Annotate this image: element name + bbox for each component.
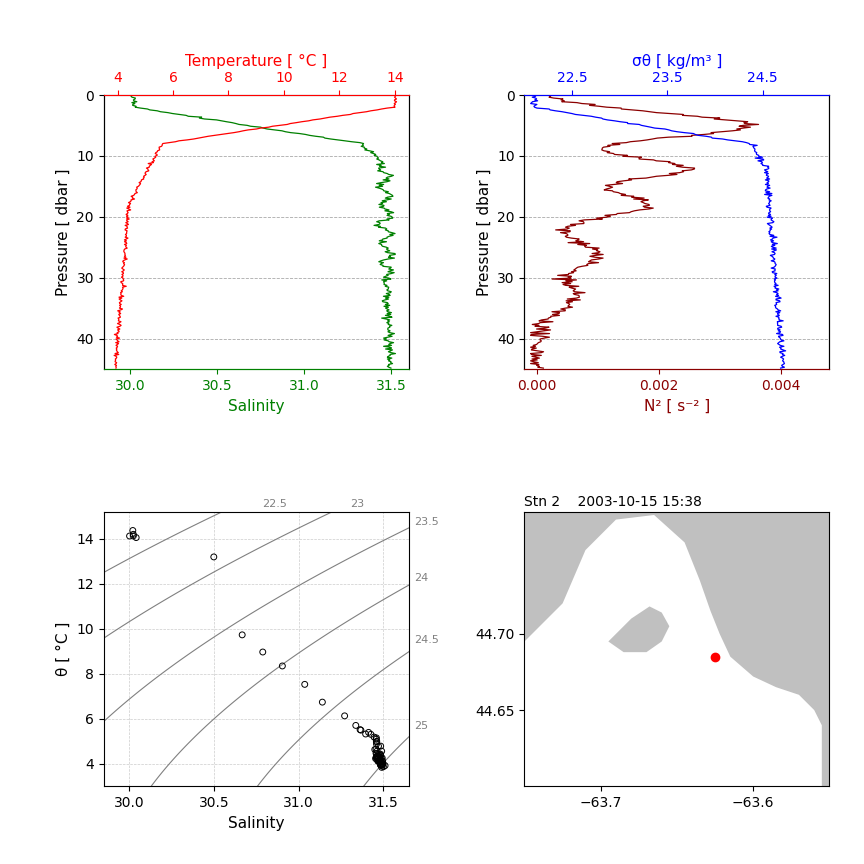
Point bbox=[354, 723, 368, 737]
Point bbox=[372, 751, 385, 765]
Point bbox=[362, 726, 376, 740]
X-axis label: σθ [ kg/m³ ]: σθ [ kg/m³ ] bbox=[632, 54, 722, 69]
Point bbox=[373, 753, 387, 766]
X-axis label: Temperature [ °C ]: Temperature [ °C ] bbox=[185, 54, 327, 69]
Point bbox=[256, 645, 270, 659]
Point bbox=[315, 696, 329, 709]
Point bbox=[276, 659, 289, 673]
Point bbox=[369, 742, 383, 756]
Point bbox=[372, 754, 385, 768]
Point bbox=[373, 754, 387, 768]
Polygon shape bbox=[608, 607, 670, 652]
Point bbox=[374, 758, 388, 772]
Point bbox=[123, 529, 137, 543]
Point bbox=[371, 750, 384, 764]
Point bbox=[374, 759, 388, 772]
Point bbox=[371, 751, 384, 765]
Point bbox=[368, 742, 382, 756]
Point bbox=[298, 677, 312, 691]
Point bbox=[372, 748, 385, 762]
Point bbox=[126, 524, 140, 537]
Point bbox=[377, 759, 391, 773]
Point bbox=[375, 744, 389, 758]
Point bbox=[372, 755, 386, 769]
Point bbox=[353, 723, 367, 737]
Y-axis label: θ [ °C ]: θ [ °C ] bbox=[56, 622, 71, 677]
Text: 25: 25 bbox=[414, 721, 428, 731]
Point bbox=[349, 719, 363, 733]
Point bbox=[370, 744, 384, 758]
Point bbox=[369, 746, 383, 760]
Point bbox=[373, 759, 387, 772]
Point bbox=[369, 751, 383, 765]
Point bbox=[338, 709, 352, 723]
Point bbox=[373, 754, 387, 768]
Point bbox=[372, 750, 386, 764]
Text: 24.5: 24.5 bbox=[414, 635, 439, 645]
Point bbox=[374, 749, 388, 763]
Point bbox=[376, 758, 390, 772]
Point bbox=[369, 752, 383, 766]
Point bbox=[370, 735, 384, 749]
Point bbox=[375, 759, 389, 772]
Point bbox=[372, 753, 386, 767]
Polygon shape bbox=[524, 515, 822, 786]
Point bbox=[372, 740, 385, 753]
Point bbox=[376, 757, 390, 771]
Point bbox=[371, 754, 384, 768]
Point bbox=[374, 752, 388, 766]
X-axis label: N² [ s⁻² ]: N² [ s⁻² ] bbox=[644, 398, 710, 414]
Point bbox=[372, 753, 386, 766]
Point bbox=[374, 740, 388, 753]
Y-axis label: Pressure [ dbar ]: Pressure [ dbar ] bbox=[477, 168, 492, 296]
Point bbox=[364, 727, 378, 741]
Point bbox=[376, 754, 390, 768]
Point bbox=[126, 527, 140, 541]
Text: 23.5: 23.5 bbox=[414, 517, 438, 527]
Point bbox=[374, 758, 388, 772]
Point bbox=[371, 751, 384, 765]
Point bbox=[206, 550, 220, 564]
Point bbox=[370, 750, 384, 764]
Point bbox=[372, 753, 386, 767]
Point bbox=[369, 733, 383, 746]
Point bbox=[370, 731, 384, 745]
Point bbox=[374, 754, 388, 768]
Point bbox=[370, 734, 384, 748]
Point bbox=[372, 754, 385, 768]
Point bbox=[126, 529, 140, 543]
Point bbox=[373, 747, 387, 761]
Point bbox=[374, 753, 388, 767]
Text: 23: 23 bbox=[350, 499, 365, 509]
Text: 24: 24 bbox=[414, 574, 428, 583]
Point bbox=[359, 727, 372, 741]
Point bbox=[373, 748, 387, 762]
Point bbox=[375, 756, 389, 770]
Point bbox=[375, 751, 389, 765]
Point bbox=[376, 757, 390, 771]
Point bbox=[371, 751, 384, 765]
Point bbox=[375, 756, 389, 770]
Point bbox=[371, 751, 384, 765]
Point bbox=[372, 753, 386, 767]
Point bbox=[370, 737, 384, 751]
Point bbox=[370, 750, 384, 764]
Y-axis label: Pressure [ dbar ]: Pressure [ dbar ] bbox=[56, 168, 71, 296]
Point bbox=[373, 754, 387, 768]
Point bbox=[373, 753, 387, 766]
Point bbox=[372, 750, 385, 764]
Text: 22.5: 22.5 bbox=[262, 499, 287, 509]
Point bbox=[375, 760, 389, 774]
X-axis label: Salinity: Salinity bbox=[228, 816, 284, 830]
X-axis label: Salinity: Salinity bbox=[228, 398, 284, 414]
Point bbox=[370, 746, 384, 760]
Point bbox=[378, 759, 392, 772]
Text: Stn 2    2003-10-15 15:38: Stn 2 2003-10-15 15:38 bbox=[524, 495, 702, 510]
Point bbox=[130, 530, 143, 544]
Point bbox=[235, 628, 249, 642]
Point bbox=[370, 750, 384, 764]
Point bbox=[373, 758, 387, 772]
Point bbox=[367, 730, 381, 744]
